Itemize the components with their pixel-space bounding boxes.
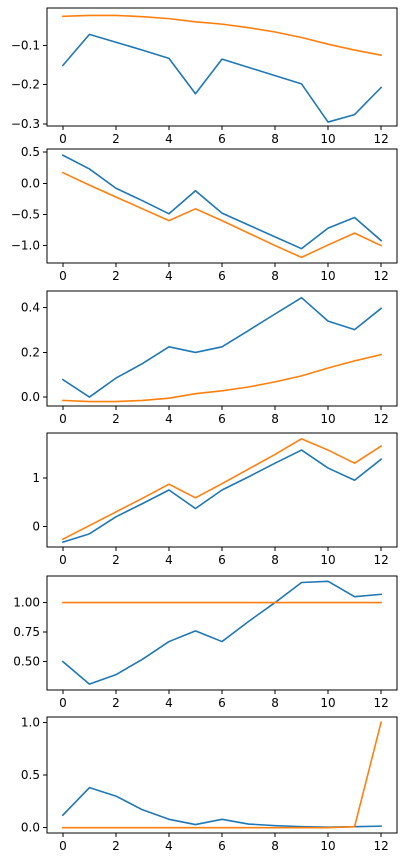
- subplot-2-x-tick-label: 10: [320, 269, 335, 283]
- subplot-5-x-tick-label: 0: [59, 696, 67, 710]
- subplot-1-y-tick-label: −0.3: [11, 117, 40, 131]
- subplot-5-y-tick-label: 0.50: [13, 655, 40, 669]
- subplot-5-x-tick-label: 2: [112, 696, 120, 710]
- subplot-6-x-tick-label: 2: [112, 839, 120, 853]
- subplot-3-x-tick-label: 4: [165, 412, 173, 426]
- subplot-1-x-tick-label: 4: [165, 132, 173, 146]
- subplot-4-x-tick-label: 4: [165, 553, 173, 567]
- subplot-2: 0 2 4 6 8 10 12 0.5 0.0 −0.5 −1.0: [11, 145, 398, 283]
- subplot-3: 0 2 4 6 8 10 12 0.4 0.2 0.0: [21, 290, 398, 426]
- subplot-6-series-1-line: [61, 786, 382, 829]
- subplot-6-y-tick-label: 0.0: [21, 821, 40, 835]
- subplot-5-x-tick-label: 8: [271, 696, 279, 710]
- subplot-5-y-tick-label: 1.00: [13, 596, 40, 610]
- subplot-4-x-tick-label: 12: [373, 553, 388, 567]
- subplot-3-y-tick-label: 0.0: [21, 390, 40, 404]
- subplot-4-x-tick-label: 8: [271, 553, 279, 567]
- subplot-6: 0 2 4 6 8 10 12 1.0 0.5 0.0: [21, 715, 398, 853]
- subplot-4-series-1-line: [61, 449, 383, 544]
- subplot-5-x-tick-label: 6: [218, 696, 226, 710]
- subplot-6-x-tick-label: 6: [218, 839, 226, 853]
- subplot-5: 0 2 4 6 8 10 12 1.00 0.75 0.50: [13, 575, 398, 710]
- subplot-5-x-tick-label: 10: [320, 696, 335, 710]
- subplot-3-x-tick-label: 2: [112, 412, 120, 426]
- subplot-6-x-tick-label: 10: [320, 839, 335, 853]
- subplot-1-frame: [46, 7, 398, 127]
- subplot-2-series-2-line: [61, 171, 383, 259]
- subplot-3-x-tick-label: 10: [320, 412, 335, 426]
- subplot-2-y-tick-label: 0.0: [21, 176, 40, 190]
- subplot-5-y-tick-label: 0.75: [13, 625, 40, 639]
- subplot-3-x-tick-label: 12: [373, 412, 388, 426]
- subplot-2-y-tick-label: −0.5: [11, 207, 40, 221]
- subplot-3-series-2-line: [62, 353, 383, 403]
- subplot-2-x-tick-label: 12: [373, 269, 388, 283]
- subplot-3-x-tick-label: 8: [271, 412, 279, 426]
- subplot-2-y-tick-label: 0.5: [21, 145, 40, 159]
- subplot-2-frame: [46, 148, 398, 264]
- subplot-6-y-tick-label: 0.5: [21, 768, 40, 782]
- subplot-5-x-tick-label: 12: [373, 696, 388, 710]
- subplot-2-series-1-line: [61, 154, 383, 250]
- subplot-5-frame: [46, 575, 398, 691]
- subplot-3-frame: [46, 290, 398, 407]
- subplot-4-x-tick-label: 6: [218, 553, 226, 567]
- subplot-1-y-tick-label: −0.1: [11, 38, 40, 52]
- subplot-2-x-tick-label: 4: [165, 269, 173, 283]
- subplot-1: 0 2 4 6 8 10 12 −0.1 −0.2 −0.3: [11, 7, 398, 146]
- subplot-2-x-tick-label: 2: [112, 269, 120, 283]
- subplot-1-x-tick-label: 2: [112, 132, 120, 146]
- subplot-2-y-tick-label: −1.0: [11, 239, 40, 253]
- subplot-1-x-tick-label: 12: [373, 132, 388, 146]
- subplot-1-x-tick-label: 6: [218, 132, 226, 146]
- subplot-1-x-tick-label: 0: [59, 132, 67, 146]
- subplot-5-series-1-line: [61, 580, 382, 685]
- subplot-6-x-tick-label: 0: [59, 839, 67, 853]
- subplot-4-x-tick-label: 0: [59, 553, 67, 567]
- subplot-1-x-tick-label: 8: [271, 132, 279, 146]
- subplot-2-x-tick-label: 8: [271, 269, 279, 283]
- subplot-1-y-tick-label: −0.2: [11, 78, 40, 92]
- subplot-2-x-tick-label: 0: [59, 269, 67, 283]
- subplot-6-series-2-line: [62, 721, 383, 829]
- subplot-1-series-2-line: [62, 14, 383, 57]
- subplot-3-series-1-line: [61, 296, 383, 398]
- subplot-4-x-tick-label: 10: [320, 553, 335, 567]
- subplot-4-series-2-line: [61, 438, 383, 541]
- subplot-4-y-tick-label: 1: [32, 471, 40, 485]
- subplot-6-y-tick-label: 1.0: [21, 715, 40, 729]
- subplot-3-x-tick-label: 0: [59, 412, 67, 426]
- subplot-6-x-tick-label: 12: [373, 839, 388, 853]
- subplot-6-x-tick-label: 4: [165, 839, 173, 853]
- subplot-3-y-tick-label: 0.2: [21, 345, 40, 359]
- subplot-6-frame: [46, 716, 398, 834]
- subplot-3-y-tick-label: 0.4: [21, 301, 40, 315]
- subplot-4-x-tick-label: 2: [112, 553, 120, 567]
- subplot-2-x-tick-label: 6: [218, 269, 226, 283]
- subplot-6-x-tick-label: 8: [271, 839, 279, 853]
- subplot-1-x-tick-label: 10: [320, 132, 335, 146]
- subplot-4-y-tick-label: 0: [32, 520, 40, 534]
- subplot-5-x-tick-label: 4: [165, 696, 173, 710]
- subplot-3-x-tick-label: 6: [218, 412, 226, 426]
- subplot-1-series-1-line: [61, 33, 383, 123]
